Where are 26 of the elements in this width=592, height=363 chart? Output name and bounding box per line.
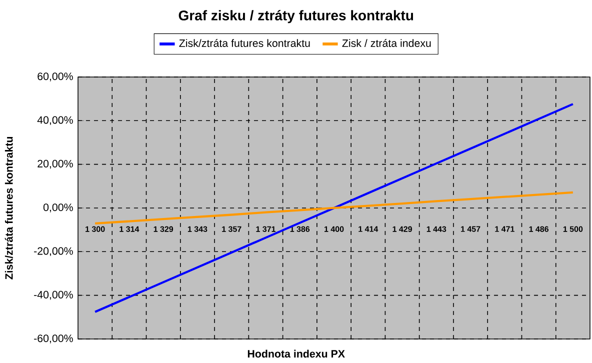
x-tick-label: 1 500	[563, 226, 583, 232]
y-tick-label: 0,00%	[43, 204, 73, 212]
y-tick-label: -60,00%	[34, 334, 73, 344]
x-tick-label: 1 471	[495, 226, 514, 232]
x-tick-label: 1 300	[86, 226, 105, 232]
x-tick-label: 1 314	[120, 226, 140, 232]
y-tick-label: 40,00%	[37, 116, 73, 126]
x-tick-label: 1 343	[188, 226, 208, 232]
x-tick-label: 1 371	[256, 226, 276, 232]
x-tick-label: 1 414	[358, 226, 378, 232]
y-tick-label: 60,00%	[38, 72, 73, 82]
x-tick-label: 1 329	[154, 226, 174, 232]
x-axis-title: Hodnota indexu PX	[248, 350, 345, 358]
legend-label: Zisk/ztráta futures kontraktu	[179, 39, 310, 47]
x-tick-label: 1 429	[392, 226, 412, 232]
y-axis-title: Zisk/ztráta futures kontraktu	[4, 136, 13, 280]
y-tick-label: -40,00%	[34, 290, 73, 300]
x-tick-label: 1 443	[426, 226, 446, 232]
y-tick-label: 20,00%	[38, 160, 73, 169]
y-tick-label: -20,00%	[34, 247, 73, 256]
x-tick-label: 1 357	[222, 226, 242, 232]
chart-title: Graf zisku / ztráty futures kontraktu	[178, 10, 414, 24]
x-tick-label: 1 486	[529, 226, 549, 232]
x-tick-label: 1 400	[324, 226, 344, 232]
x-tick-label: 1 457	[461, 226, 480, 232]
legend-label: Zisk / ztráta indexu	[342, 39, 431, 47]
